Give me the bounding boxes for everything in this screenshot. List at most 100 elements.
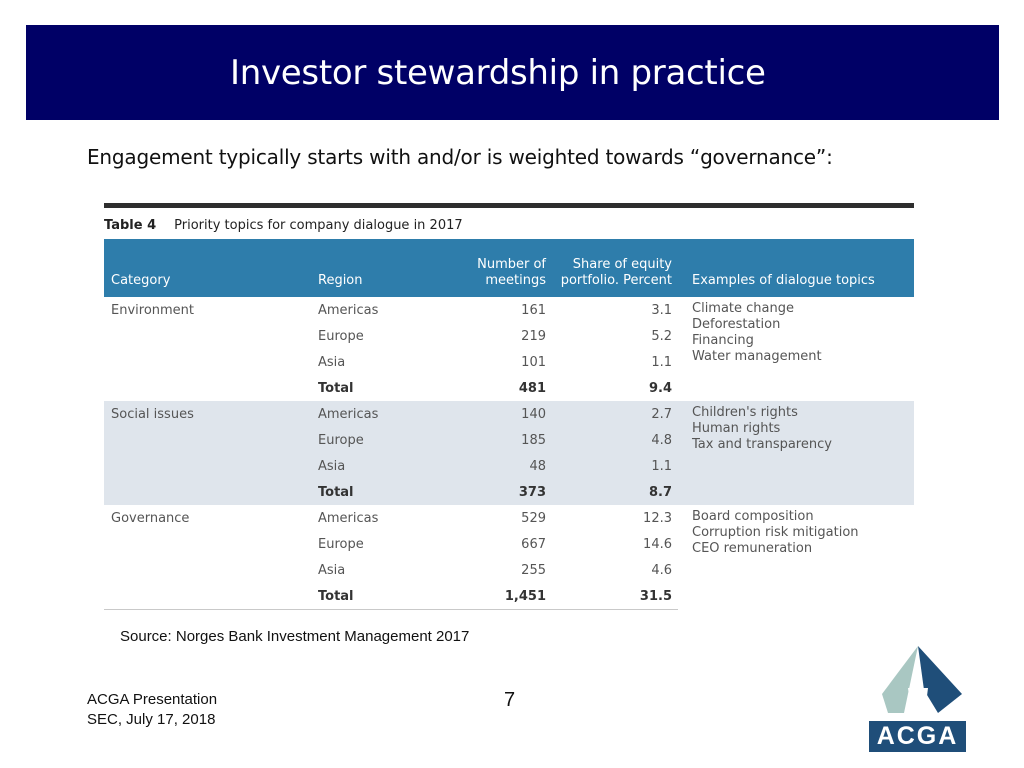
- header-examples: Examples of dialogue topics: [692, 273, 875, 288]
- cell-meetings: 1,451: [444, 583, 552, 610]
- cell-examples: Children's rights Human rights Tax and tra…: [678, 401, 914, 505]
- cell-meetings: 373: [444, 479, 552, 505]
- cell-region: Europe: [318, 536, 364, 552]
- cell-meetings: 255: [521, 562, 546, 578]
- cell-region: Asia: [318, 354, 346, 370]
- page-number: 7: [504, 689, 516, 711]
- cell-region: Asia: [312, 453, 444, 479]
- acga-logo-icon: [882, 646, 962, 713]
- table-row: Governance Americas 529 12.3 Board compositi…: [104, 505, 914, 556]
- cell-region: Total: [318, 380, 354, 396]
- table-row: Asia 48 1.1: [104, 453, 914, 479]
- cell-region: Americas: [318, 302, 379, 318]
- cell-category: [104, 531, 312, 557]
- table-total-row: Total 373 8.7: [104, 479, 914, 505]
- cell-category: Governance: [111, 510, 190, 526]
- slide-title: Investor stewardship in practice: [230, 52, 766, 93]
- cell-share: 9.4: [648, 380, 672, 396]
- cell-region: Total: [312, 583, 444, 610]
- cell-category: [104, 453, 312, 479]
- footer-info: ACGA Presentation SEC, July 17, 2018: [87, 690, 217, 730]
- table-row: Environment Americas 161 3.1 Climate change D…: [104, 297, 914, 364]
- cell-share: 3.1: [651, 302, 672, 318]
- cell-meetings: 481: [518, 380, 546, 396]
- cell-category: Environment: [111, 302, 195, 318]
- example-topic: Deforestation: [692, 317, 781, 332]
- cell-meetings: 101: [521, 354, 546, 370]
- footer-date: SEC, July 17, 2018: [87, 711, 216, 728]
- table-row: Europe 667 14.6: [104, 531, 914, 557]
- table-caption-text: Priority topics for company dialogue in …: [174, 218, 463, 233]
- example-topic: Climate change: [692, 301, 795, 316]
- source-note: Source: Norges Bank Investment Managemen…: [120, 628, 470, 645]
- cell-meetings: 48: [444, 453, 552, 479]
- example-topic: Financing: [692, 333, 754, 348]
- header-meetings-line2: meetings: [485, 273, 546, 288]
- header-category: Category: [111, 273, 171, 288]
- priority-topics-table: Category Region Number of meetings Share …: [104, 239, 914, 610]
- cell-share: 4.8: [552, 427, 678, 453]
- table-top-rule: [104, 203, 914, 208]
- cell-category: [104, 479, 312, 505]
- table-caption: Table 4 Priority topics for company dialo…: [104, 218, 914, 233]
- table-total-row: Total 1,451 31.5: [104, 583, 914, 610]
- table-label: Table 4: [104, 218, 157, 233]
- table-figure: Table 4 Priority topics for company dialo…: [104, 203, 914, 610]
- table-total-row: Total 481 9.4: [104, 375, 914, 401]
- cell-share: 14.6: [643, 536, 672, 552]
- cell-category: [104, 323, 312, 349]
- title-bar: Investor stewardship in practice: [26, 25, 999, 120]
- header-meetings: Number of meetings: [444, 239, 552, 297]
- header-region: Region: [318, 273, 363, 288]
- table-row: Social issues Americas 140 2.7 Children's ri…: [104, 401, 914, 505]
- cell-share: 5.2: [651, 328, 672, 344]
- group-governance: Governance Americas 529 12.3 Board compositi…: [104, 505, 914, 610]
- cell-category: [104, 427, 312, 453]
- example-topic: Corruption risk mitigation: [692, 525, 859, 540]
- cell-examples: Climate change Deforestation Financing Wate…: [678, 297, 914, 401]
- group-social-issues: Social issues Americas 140 2.7 Children's ri…: [104, 401, 914, 505]
- cell-share: 1.1: [651, 354, 672, 370]
- cell-share: 2.7: [552, 401, 678, 427]
- header-share-line1: Share of equity: [572, 257, 672, 272]
- cell-meetings: 185: [444, 427, 552, 453]
- cell-share: 8.7: [552, 479, 678, 505]
- cell-category: Social issues: [104, 401, 312, 427]
- header-share-line2: portfolio. Percent: [560, 273, 672, 288]
- table-row: Asia 101 1.1: [104, 349, 914, 375]
- cell-meetings: 219: [521, 328, 546, 344]
- table-header-row: Category Region Number of meetings Share …: [104, 239, 914, 297]
- cell-region: Americas: [318, 510, 379, 526]
- example-topic: Water management: [692, 349, 822, 364]
- table-row: Asia 255 4.6: [104, 557, 914, 583]
- cell-category: [104, 375, 312, 401]
- example-topic: Children's rights: [692, 405, 798, 420]
- cell-region: Americas: [312, 401, 444, 427]
- cell-examples: Board composition Corruption risk mitigat…: [678, 505, 914, 610]
- cell-category: [104, 557, 312, 583]
- example-topic: Human rights: [692, 421, 781, 436]
- example-topic: Tax and transparency: [692, 437, 832, 452]
- logo-text: ACGA: [869, 721, 966, 752]
- cell-meetings: 667: [521, 536, 546, 552]
- cell-meetings: 161: [521, 302, 546, 318]
- header-meetings-line1: Number of: [477, 257, 546, 272]
- table-row: Europe 219 5.2: [104, 323, 914, 349]
- cell-region: Europe: [312, 427, 444, 453]
- example-topic: Board composition: [692, 509, 814, 524]
- cell-region: Europe: [318, 328, 364, 344]
- header-share: Share of equity portfolio. Percent: [552, 239, 678, 297]
- group-environment: Environment Americas 161 3.1 Climate change D…: [104, 297, 914, 401]
- cell-region: Total: [312, 479, 444, 505]
- cell-share: 12.3: [643, 510, 672, 526]
- cell-category: [104, 349, 312, 375]
- example-topic: CEO remuneration: [692, 541, 813, 556]
- table-row: Europe 185 4.8: [104, 427, 914, 453]
- slide-subtitle: Engagement typically starts with and/or …: [87, 145, 833, 169]
- footer-presentation: ACGA Presentation: [87, 691, 218, 708]
- cell-region: Asia: [318, 562, 346, 578]
- cell-share: 31.5: [552, 583, 678, 610]
- cell-meetings: 529: [521, 510, 546, 526]
- cell-share: 4.6: [651, 562, 672, 578]
- cell-share: 1.1: [552, 453, 678, 479]
